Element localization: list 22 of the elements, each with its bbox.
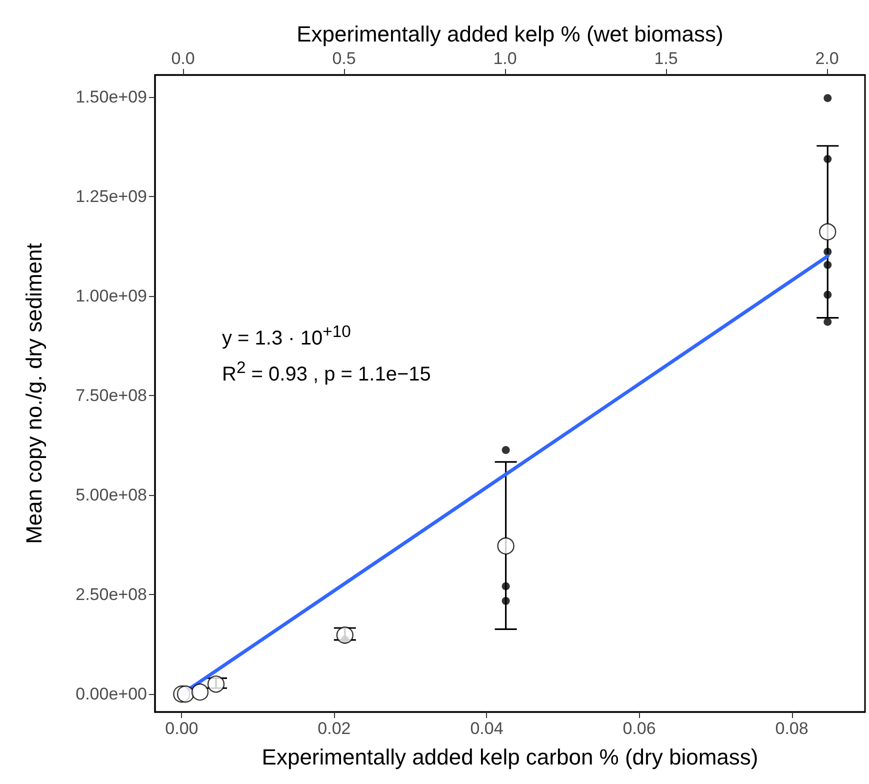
x-tick-label: 0.08 (775, 719, 808, 738)
y-tick-label: 1.50e+09 (76, 87, 147, 106)
x-tick-label: 0.00 (165, 719, 198, 738)
x2-tick-label: 0.5 (332, 49, 356, 68)
y-tick-label: 0.00e+00 (76, 684, 147, 704)
annotation: y = 1.3 · 10$^{+10}$ (222, 322, 351, 351)
x-tick-label: 0.02 (318, 719, 351, 738)
y-tick-label: 1.00e+09 (76, 286, 147, 306)
x2-tick-label: 1.5 (654, 49, 678, 68)
x2-axis-title: Experimentally added kelp % (wet biomass) (296, 22, 724, 46)
x2-tick-label: 0.0 (171, 49, 195, 68)
y-tick-label: 2.50e+08 (76, 585, 147, 604)
x2-tick-label: 2.0 (815, 49, 839, 68)
y-tick-label: 1.25e+09 (76, 186, 147, 206)
x-axis-title: Experimentally added kelp carbon % (dry biomass) (262, 744, 758, 770)
y-axis-title: Mean copy no./g. dry sediment (22, 243, 46, 544)
y-tick-label: 7.50e+08 (76, 386, 147, 405)
x-tick-label: 0.06 (622, 719, 656, 738)
x2-tick-label: 1.0 (493, 49, 517, 68)
y-tick-label: 5.00e+08 (76, 486, 147, 505)
annotation: R$^{2}$ = 0.93 , p = 1.1e−15 (222, 358, 431, 387)
x-tick-label: 0.04 (470, 719, 504, 738)
